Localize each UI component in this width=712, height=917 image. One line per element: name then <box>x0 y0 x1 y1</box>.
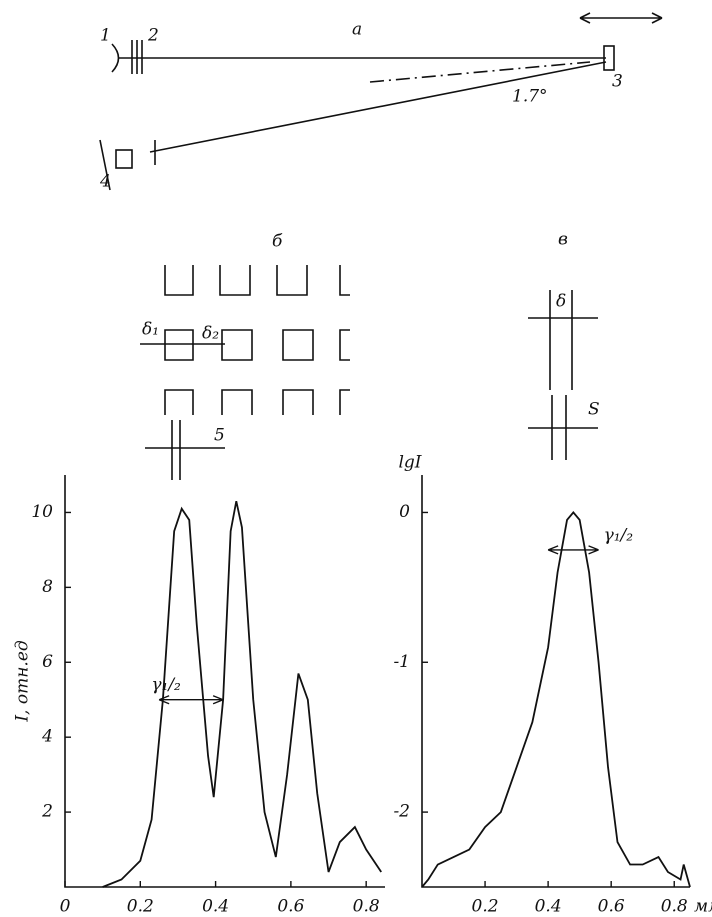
x-tick-label: 0.8 <box>661 897 688 917</box>
y-tick-label: 2 <box>41 802 53 822</box>
gap-label: δ₂ <box>202 324 219 344</box>
x-unit: мм <box>694 897 712 917</box>
part-label: 4 <box>99 172 111 192</box>
gap-label: δ₁ <box>142 320 159 340</box>
angle-label: 1.7° <box>512 87 548 107</box>
charts: 2 4 6 8 10 0 0.2 0.4 0.6 0.8 γ₁/₂ I, отн.ед 0 -1 -2 0.2… <box>13 453 712 917</box>
axis <box>421 475 690 888</box>
x-tick-label: 0.2 <box>472 897 499 917</box>
annotation: γ₁/₂ <box>604 525 634 545</box>
y-tick-label: 10 <box>31 502 53 522</box>
curve <box>421 511 691 888</box>
detector <box>115 149 133 169</box>
panel-label: а <box>352 20 362 40</box>
grating <box>145 265 350 480</box>
axis <box>369 61 591 83</box>
axis <box>64 475 385 888</box>
x-tick-label: 0.6 <box>598 897 625 917</box>
panel-label: в <box>558 230 568 250</box>
width-marker <box>547 545 599 555</box>
y-axis-label: I, отн.ед <box>13 640 33 723</box>
x-tick-label: 0.6 <box>277 897 304 917</box>
y-tick-label: 0 <box>399 502 410 522</box>
part-label: 3 <box>612 72 623 92</box>
x-tick-label: 0.8 <box>353 897 380 917</box>
x-tick-label: 0.4 <box>202 897 229 917</box>
beam <box>149 61 607 153</box>
part-label: 1 <box>100 26 111 46</box>
gap-label: δ <box>556 292 566 312</box>
slit <box>528 290 598 460</box>
width-marker <box>158 695 224 705</box>
y-tick-label: -1 <box>393 652 410 672</box>
film <box>99 139 111 191</box>
source <box>111 43 120 73</box>
period-label: 5 <box>214 426 225 446</box>
crystal <box>603 45 615 71</box>
y-tick-label: 4 <box>41 727 53 747</box>
y-tick-label: 6 <box>42 652 53 672</box>
period-label: S <box>588 400 600 420</box>
panel-b: б δ₁ δ₂ 5 <box>140 232 350 480</box>
y-tick-label: -2 <box>393 802 410 822</box>
panel-a: а 1 2 3 4 1.7° <box>99 12 663 192</box>
x-tick-label: 0.2 <box>127 897 154 917</box>
x-tick-label: 0.4 <box>535 897 562 917</box>
panel-label: б <box>272 232 283 252</box>
y-tick-label: 8 <box>42 577 53 597</box>
arrow <box>579 12 663 24</box>
annotation: γ₁/₂ <box>151 675 181 695</box>
x-tick-label: 0 <box>60 897 71 917</box>
curve <box>102 501 382 888</box>
panel-c: в δ S <box>528 230 600 460</box>
y-axis-label: lgI <box>398 453 421 473</box>
part-label: 2 <box>147 26 159 46</box>
